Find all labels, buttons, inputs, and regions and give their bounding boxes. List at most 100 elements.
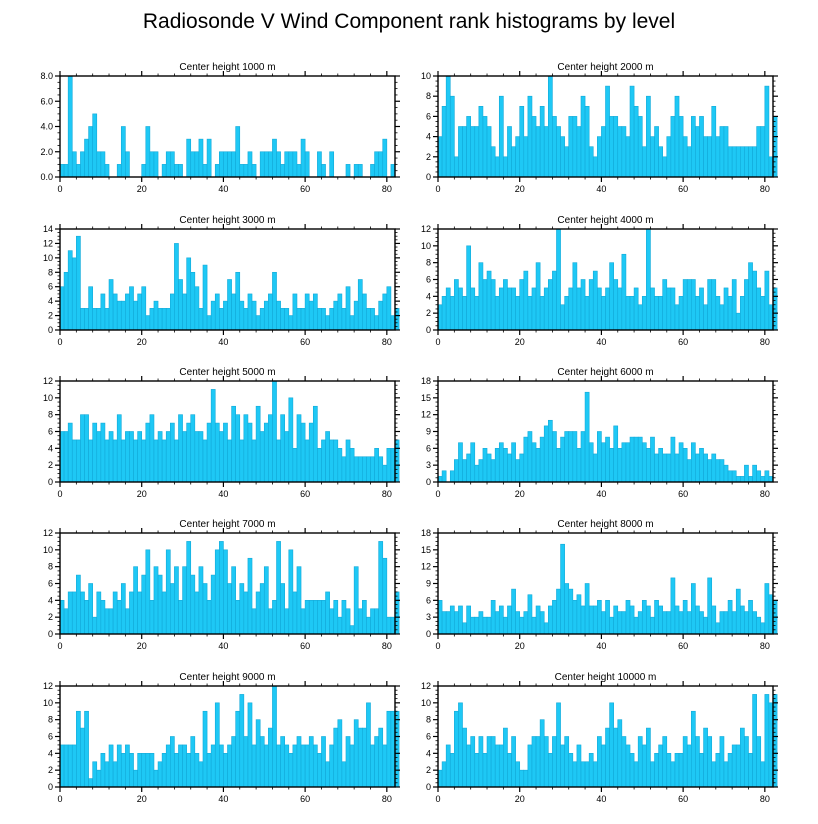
bar: [308, 300, 314, 331]
bar: [247, 422, 253, 483]
bar: [276, 744, 281, 788]
bar: [206, 600, 212, 635]
bar: [678, 442, 684, 483]
bar: [357, 608, 363, 635]
bar: [296, 308, 302, 331]
bar: [165, 308, 171, 331]
bar: [760, 476, 766, 483]
bar: [601, 442, 606, 483]
bar: [633, 287, 639, 331]
y-tick-label: 2: [48, 460, 53, 470]
y-tick-label: 10: [421, 698, 431, 708]
bar: [560, 744, 565, 788]
bar: [572, 116, 578, 178]
bar: [470, 616, 476, 635]
bar: [470, 442, 476, 483]
bar: [165, 744, 171, 788]
y-tick-label: 4: [426, 291, 431, 301]
y-tick-label: 6: [426, 111, 431, 121]
bar: [539, 296, 545, 331]
bar: [362, 600, 367, 635]
bar: [633, 436, 639, 483]
bar: [707, 279, 713, 331]
bar: [658, 448, 663, 483]
bar: [727, 146, 733, 178]
bar: [695, 453, 700, 483]
bar: [251, 164, 257, 178]
bar: [255, 315, 261, 331]
bar: [682, 136, 688, 178]
bar: [629, 605, 635, 635]
bar: [592, 761, 598, 788]
bar: [486, 270, 492, 331]
bar: [752, 464, 757, 483]
bar: [576, 287, 582, 331]
bar: [182, 293, 187, 331]
panel-0: Center height 1000 m 0 20 40 60 80 0.0 2.0 4.0 6.…: [40, 62, 400, 194]
bar: [341, 600, 347, 635]
bar: [458, 442, 463, 483]
bar: [210, 300, 216, 331]
bar: [141, 164, 147, 178]
bar: [223, 422, 228, 483]
bar: [292, 293, 298, 331]
bar: [71, 257, 77, 331]
bar: [370, 164, 375, 178]
x-tick-label: 40: [596, 794, 606, 804]
bar: [329, 439, 335, 483]
bar: [445, 611, 451, 635]
bar: [494, 296, 500, 331]
bar: [592, 270, 598, 331]
bar: [498, 442, 504, 483]
bar: [272, 138, 277, 178]
bar: [462, 126, 467, 178]
bar: [719, 611, 725, 635]
bar: [458, 287, 463, 331]
bar: [88, 583, 93, 635]
bar: [378, 300, 384, 331]
bar: [629, 296, 635, 331]
bar: [353, 164, 359, 178]
bar: [174, 164, 179, 178]
bar: [100, 422, 106, 483]
bar: [161, 308, 167, 331]
bar: [149, 600, 155, 635]
bar: [280, 308, 285, 331]
panel-title: Center height 10000 m: [555, 672, 657, 683]
bar: [723, 464, 729, 483]
x-axis: 0 20 40 60 80: [57, 528, 392, 651]
y-tick-label: 12: [43, 681, 53, 691]
bar: [503, 448, 508, 483]
bar: [219, 744, 224, 788]
bar: [300, 608, 306, 635]
bar: [764, 583, 770, 635]
bar: [519, 616, 525, 635]
bar: [507, 605, 512, 635]
y-tick-label: 15: [421, 393, 431, 403]
bar: [100, 293, 106, 331]
bar: [88, 126, 93, 178]
bar: [560, 304, 565, 331]
y-tick-label: 8: [426, 258, 431, 268]
bar: [458, 702, 463, 788]
bar: [214, 549, 220, 635]
y-axis: 0 3 6 9 12 15 18: [421, 528, 778, 639]
bar: [378, 541, 384, 635]
bar: [466, 605, 471, 635]
bar: [231, 405, 236, 483]
bar: [214, 422, 220, 483]
bar: [370, 744, 375, 788]
bar: [474, 464, 480, 483]
bar: [584, 761, 590, 788]
bar: [231, 736, 236, 788]
bar: [386, 710, 392, 788]
bar: [112, 761, 118, 788]
bar: [374, 151, 379, 178]
bar: [170, 293, 175, 331]
panel-3: Center height 4000 m 0 20 40 60 80 0 2 4 6 8 10 12: [421, 215, 778, 347]
bar: [629, 85, 635, 178]
bar: [80, 727, 85, 788]
bar: [731, 470, 737, 483]
bar: [543, 622, 549, 635]
bar: [756, 616, 762, 635]
